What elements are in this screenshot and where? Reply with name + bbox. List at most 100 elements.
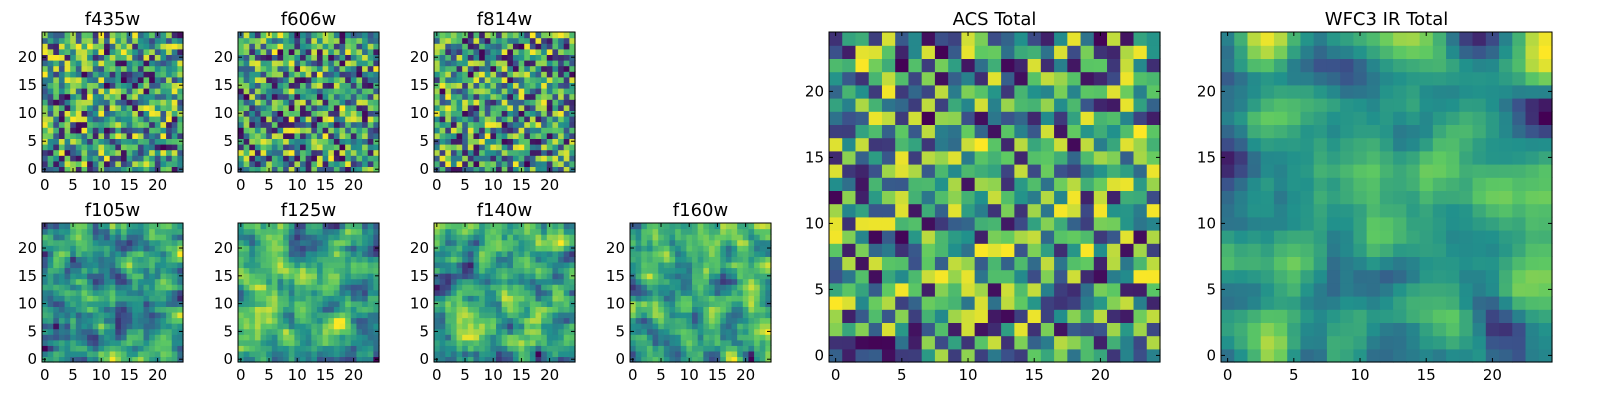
heatmap-cell bbox=[154, 256, 162, 263]
heatmap-cell bbox=[1001, 296, 1015, 310]
heatmap-cell bbox=[546, 317, 554, 324]
heatmap-cell bbox=[501, 273, 508, 280]
heatmap-cell bbox=[300, 250, 307, 257]
heatmap-cell bbox=[300, 138, 307, 145]
heatmap-cell bbox=[137, 43, 145, 50]
heatmap-cell bbox=[339, 160, 346, 167]
heatmap-cell bbox=[92, 328, 99, 335]
heatmap-cell bbox=[708, 261, 716, 269]
heatmap-cell bbox=[367, 65, 374, 72]
heatmap-cell bbox=[563, 334, 570, 341]
heatmap-cell bbox=[895, 335, 910, 350]
heatmap-cell bbox=[445, 356, 452, 363]
heatmap-cell bbox=[75, 334, 83, 341]
heatmap-cell bbox=[546, 144, 554, 151]
heatmap-cell bbox=[305, 284, 312, 291]
heatmap-cell bbox=[658, 334, 665, 341]
heatmap-cell bbox=[42, 350, 49, 358]
heatmap-cell bbox=[104, 256, 111, 263]
heatmap-cell bbox=[322, 138, 329, 145]
heatmap-cell bbox=[42, 256, 49, 263]
heatmap-cell bbox=[322, 261, 329, 269]
heatmap-cell bbox=[434, 132, 441, 139]
heatmap-cell bbox=[367, 334, 374, 341]
heatmap-cell bbox=[479, 48, 486, 55]
heatmap-cell bbox=[686, 345, 693, 352]
heatmap-cell bbox=[87, 155, 94, 162]
heatmap-cell bbox=[948, 177, 962, 191]
heatmap-cell bbox=[518, 71, 525, 78]
heatmap-cell bbox=[311, 99, 318, 106]
heatmap-cell bbox=[47, 234, 54, 241]
heatmap-cell bbox=[524, 116, 531, 123]
heatmap-cell bbox=[881, 216, 896, 231]
heatmap-cell bbox=[987, 243, 1002, 257]
heatmap-cell bbox=[171, 234, 178, 241]
heatmap-cell bbox=[260, 300, 267, 307]
heatmap-cell bbox=[305, 71, 312, 78]
heatmap-cell bbox=[362, 32, 369, 39]
heatmap-cell bbox=[322, 110, 329, 117]
heatmap-cell bbox=[75, 32, 83, 39]
heatmap-cell bbox=[558, 116, 565, 123]
heatmap-cell bbox=[501, 144, 508, 151]
heatmap-cell bbox=[462, 65, 469, 72]
heatmap-cell bbox=[450, 155, 458, 162]
heatmap-cell bbox=[75, 245, 83, 252]
heatmap-cell bbox=[652, 256, 659, 263]
heatmap-cell bbox=[373, 323, 380, 330]
heatmap-cell bbox=[243, 295, 250, 302]
heatmap-cell bbox=[53, 160, 60, 167]
heatmap-cell bbox=[720, 267, 727, 274]
heatmap-cell bbox=[333, 334, 341, 341]
heatmap-cell bbox=[501, 339, 508, 346]
heatmap-cell bbox=[294, 323, 301, 330]
heatmap-cell bbox=[47, 121, 54, 128]
heatmap-cell bbox=[434, 48, 441, 55]
heatmap-cell bbox=[42, 345, 49, 352]
heatmap-cell bbox=[362, 334, 369, 341]
heatmap-cell bbox=[507, 160, 514, 167]
heatmap-cell bbox=[166, 323, 173, 330]
heatmap-cell bbox=[339, 116, 346, 123]
heatmap-cell bbox=[177, 149, 184, 156]
heatmap-cell bbox=[1107, 190, 1121, 205]
heatmap-cell bbox=[126, 317, 133, 324]
heatmap-cell bbox=[535, 65, 542, 72]
heatmap-cell bbox=[333, 295, 341, 302]
heatmap-cell bbox=[641, 228, 648, 235]
heatmap-cell bbox=[288, 345, 295, 352]
heatmap-cell bbox=[868, 243, 883, 257]
heatmap-cell bbox=[87, 350, 94, 358]
heatmap-cell bbox=[456, 138, 463, 145]
heatmap-cell bbox=[98, 60, 105, 67]
heatmap-cell bbox=[254, 256, 262, 263]
heatmap-cell bbox=[697, 267, 704, 274]
heatmap-cell bbox=[725, 223, 733, 230]
heatmap-cell bbox=[703, 323, 710, 330]
heatmap-cell bbox=[328, 116, 335, 123]
heatmap-cell bbox=[663, 323, 671, 330]
heatmap-cell bbox=[356, 116, 363, 123]
heatmap-cell bbox=[552, 160, 559, 167]
heatmap-cell bbox=[479, 65, 486, 72]
heatmap-cell bbox=[714, 278, 721, 285]
heatmap-cell bbox=[439, 339, 446, 346]
heatmap-cell bbox=[260, 104, 267, 111]
heatmap-cell bbox=[333, 48, 341, 55]
heatmap-cell bbox=[177, 43, 184, 50]
heatmap-cell bbox=[1080, 309, 1095, 323]
heatmap-cell bbox=[496, 284, 503, 291]
heatmap-cell bbox=[109, 110, 116, 117]
heatmap-cell bbox=[512, 144, 520, 151]
heatmap-cell bbox=[703, 356, 710, 363]
heatmap-cell bbox=[484, 132, 491, 139]
heatmap-cell bbox=[524, 261, 531, 269]
heatmap-cell bbox=[294, 37, 301, 44]
heatmap-cell bbox=[697, 289, 704, 296]
heatmap-cell bbox=[316, 300, 324, 307]
heatmap-cell bbox=[450, 278, 458, 285]
heatmap-cell bbox=[109, 166, 116, 173]
heatmap-cell bbox=[143, 295, 150, 302]
heatmap-cell bbox=[339, 234, 346, 241]
